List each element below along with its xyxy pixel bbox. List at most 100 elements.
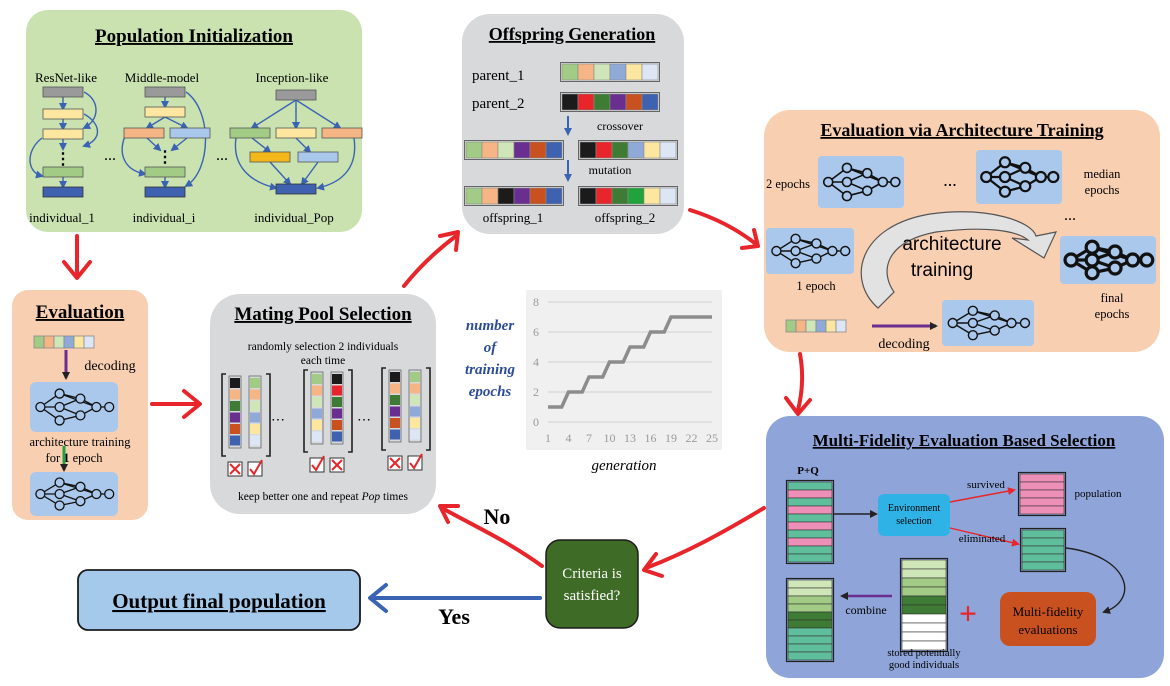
y-tick-label: 6 [533,325,539,339]
gene-cell [611,187,629,205]
gene-cell [250,401,260,411]
encoded-individual [785,319,847,333]
individual-frame [248,375,262,449]
gene-cell [529,141,547,159]
gene-cell [410,418,420,428]
gene-cell [312,431,322,442]
stack-row [787,603,833,613]
arch-training-title: Evaluation via Architecture Training [820,120,1103,140]
x-tick-label: 19 [665,431,677,445]
stack-row [901,604,947,615]
svg-text:⋮: ⋮ [157,149,173,166]
env-label-1: Environment [888,503,940,514]
network-node [989,325,1000,336]
network-graph [1063,239,1155,281]
bracket [303,369,308,453]
x-tick-label: 10 [604,431,616,445]
resnet-like-model [29,91,99,189]
y-tick-label: 0 [533,415,539,429]
mf-label-2: evaluations [1018,622,1077,637]
network-node [75,496,86,507]
check-mark [311,455,325,472]
individual-i-label: individual_i [133,210,196,225]
network-node [1107,260,1123,276]
architecture-training-label: architecture training [30,435,132,449]
ylabel-line: number [466,318,515,334]
network-node [91,401,102,413]
gene-cell [410,383,420,394]
stack-row [787,553,833,563]
arch-ellipsis: ... [1064,207,1076,224]
gene-cell [312,374,322,384]
network-node [1034,170,1047,184]
individual-frame [330,371,344,445]
flow-arrow [688,208,758,246]
gene-cell [332,420,342,430]
series-line [548,315,712,409]
encoded-individual [33,335,95,349]
gene-cell [312,408,322,419]
network-graph [771,233,851,269]
gene-cell [230,378,240,388]
criteria-label-1: Criteria is [562,566,622,582]
plus-sign: + [959,595,977,631]
network-graph [35,388,115,426]
network-graph [35,477,115,511]
stack-row [1021,553,1065,563]
multi-fidelity-title: Multi-Fidelity Evaluation Based Selectio… [813,431,1116,450]
stack-row [1019,473,1065,483]
decoding-label: decoding [84,359,135,374]
stored-label-1: stored potentially [887,648,961,659]
gene-cell [390,383,400,394]
stack-row [901,640,947,651]
individual-frame [228,375,242,449]
network-node [54,401,65,413]
y-tick-label: 4 [533,355,539,369]
gene-cell [230,435,240,446]
inception-like-model [234,99,356,191]
network-node [790,233,801,245]
offspring-title: Offspring Generation [489,24,656,44]
network-node [1084,265,1100,281]
cross-mark [229,463,241,475]
evaluation-title: Evaluation [36,302,125,323]
network-node [790,257,801,269]
parent-2-label: parent_2 [472,96,524,112]
network-node [1047,170,1060,184]
stack-row [1019,497,1065,507]
cross-mark [389,457,401,469]
gene-cell [390,429,400,440]
stack-row [901,577,947,588]
flow-arrows [62,208,812,613]
mutation-label: mutation [589,163,632,177]
architecture-training-panel: Evaluation via Architecture Training 2 e… [764,110,1160,352]
network-node [1006,317,1017,329]
candidate-pairs [221,367,431,477]
parent-2-encoding [560,92,660,112]
network-node [104,401,115,413]
gene-cell [561,93,579,111]
stack-row [787,529,833,539]
check-mark [409,453,423,470]
gene-cell [465,141,483,159]
flow-arrow-head [182,389,202,419]
gene-cell [390,372,400,382]
gene-cell [611,141,629,159]
x-tick-label: 1 [545,431,551,445]
mating-pool-panel: Mating Pool Selection randomly selection… [210,294,436,514]
mf-label-1: Multi-fidelity [1013,604,1084,619]
flow-arrow-head [368,583,388,613]
gene-cell [513,141,531,159]
gene-cell [250,389,260,400]
flow-arrow-head [438,504,460,524]
y-tick-label: 2 [533,385,539,399]
network-node [54,388,65,399]
stack-row [901,586,947,597]
middle-model [121,91,207,189]
network-node [771,245,782,257]
gene-cell [250,412,260,423]
network-node [967,305,979,317]
ylabel-line: epochs [469,384,512,400]
network-node [35,401,46,413]
mating-bottom-text: keep better one and repeat Pop times [238,491,408,503]
